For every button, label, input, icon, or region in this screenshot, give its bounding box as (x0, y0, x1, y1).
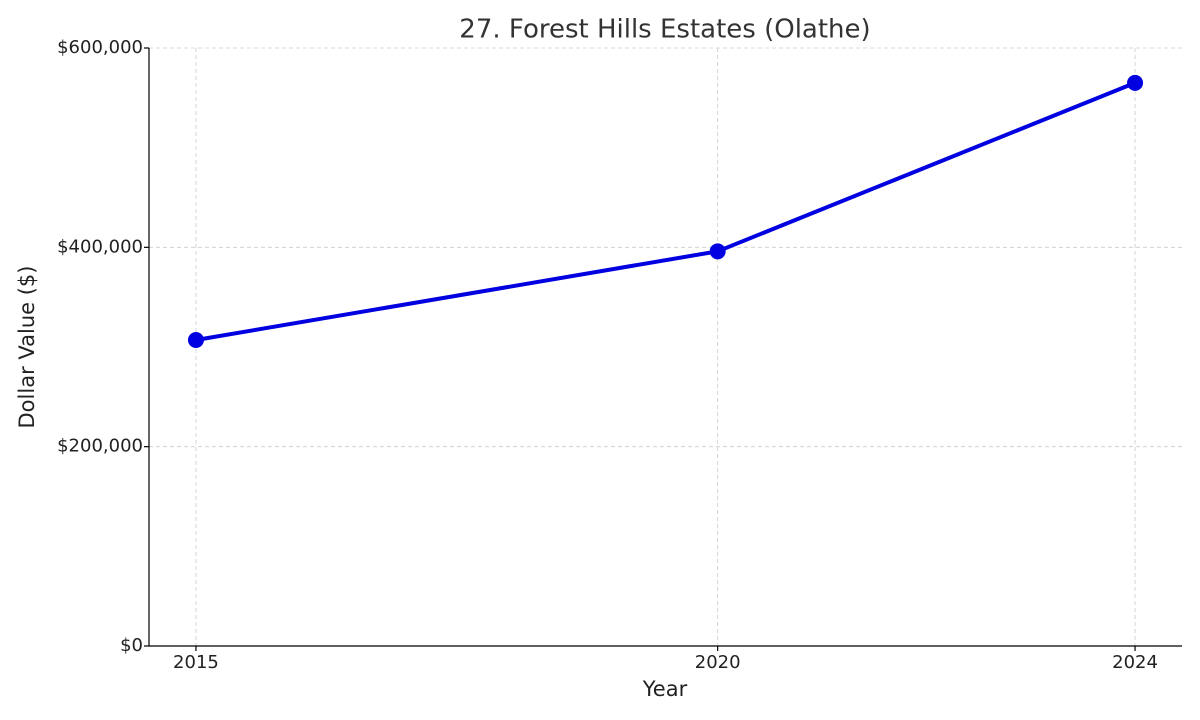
x-axis-label: Year (642, 677, 688, 701)
y-tick-label: $200,000 (57, 436, 143, 457)
y-tick-label: $400,000 (57, 236, 143, 257)
point (1127, 74, 1144, 91)
y-axis-label: Dollar Value ($) (15, 266, 39, 429)
y-tick-label: $600,000 (57, 37, 143, 58)
chart-title: 27. Forest Hills Estates (Olathe) (459, 15, 870, 45)
point (187, 332, 204, 349)
y-tick-label: $0 (120, 635, 143, 656)
x-tick-label: 2024 (1112, 652, 1158, 673)
point (709, 243, 726, 260)
x-tick-label: 2020 (695, 652, 741, 673)
x-tick-label: 2015 (173, 652, 219, 673)
line (195, 81, 1136, 342)
